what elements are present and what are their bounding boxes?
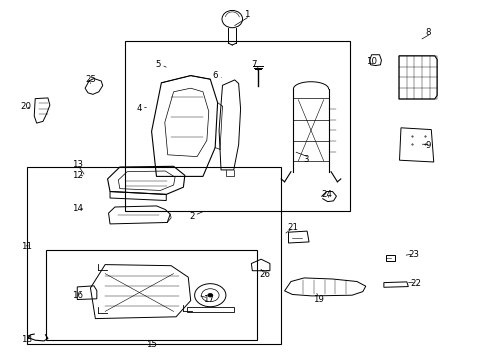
Text: 3: 3 [303, 154, 308, 163]
Text: 8: 8 [425, 28, 430, 37]
Text: 24: 24 [321, 190, 332, 199]
Text: 13: 13 [72, 161, 83, 169]
Text: 25: 25 [85, 76, 96, 85]
Text: 21: 21 [287, 223, 298, 232]
Text: 23: 23 [407, 251, 418, 259]
Bar [27, 167, 281, 344]
Text: 20: 20 [20, 102, 31, 111]
Text: 18: 18 [20, 335, 31, 343]
Text: 19: 19 [312, 295, 323, 304]
Text: 16: 16 [72, 292, 83, 300]
Text: 6: 6 [212, 71, 218, 80]
Text: 26: 26 [259, 270, 269, 279]
Text: 15: 15 [145, 341, 156, 349]
Text: 17: 17 [203, 295, 213, 304]
Text: 11: 11 [20, 242, 31, 251]
Text: 5: 5 [155, 60, 161, 69]
Text: 12: 12 [72, 171, 83, 180]
Bar [124, 41, 349, 211]
Text: 22: 22 [410, 279, 421, 288]
Text: 2: 2 [189, 212, 195, 221]
Text: 10: 10 [365, 57, 376, 66]
Text: 9: 9 [425, 141, 430, 150]
Text: 4: 4 [137, 104, 142, 112]
Bar [46, 250, 256, 340]
Text: 7: 7 [250, 60, 256, 69]
Text: 1: 1 [244, 10, 249, 19]
Circle shape [207, 293, 212, 297]
Text: 14: 14 [72, 204, 83, 213]
